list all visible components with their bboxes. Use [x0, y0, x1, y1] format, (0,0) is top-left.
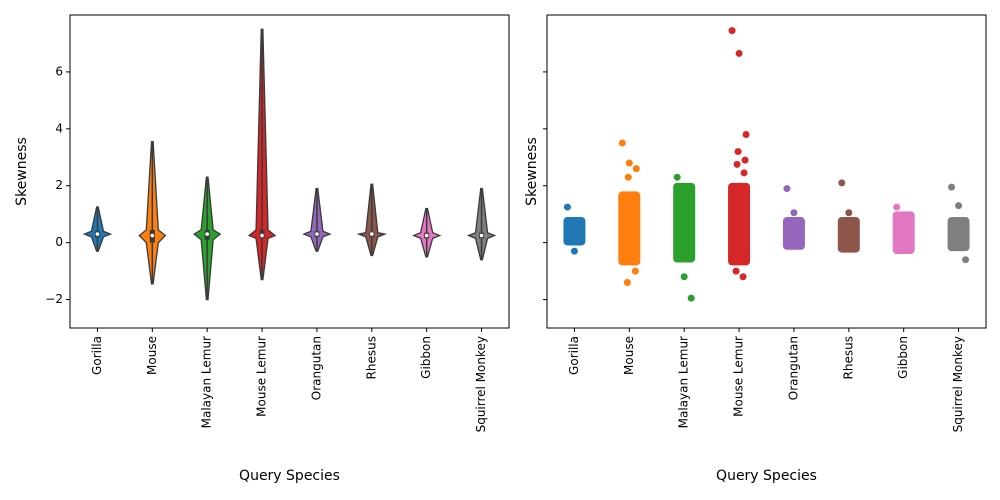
strip-band	[563, 217, 586, 246]
x-tick-label: Orangutan	[309, 336, 323, 400]
x-tick-label: Malayan Lemur	[677, 336, 691, 428]
x-tick-label: Mouse Lemur	[255, 336, 269, 417]
strip-band	[728, 182, 751, 266]
x-tick-label: Gorilla	[90, 336, 104, 375]
strip-point	[734, 148, 742, 156]
x-tick-label: Gibbon	[419, 336, 433, 379]
x-tick-label: Rhesus	[841, 336, 855, 379]
strip-point	[631, 267, 639, 275]
strip-point	[838, 179, 846, 187]
strip-point	[687, 294, 695, 302]
strip-point	[570, 247, 578, 255]
strip-point	[623, 278, 631, 286]
x-axis-label: Query Species	[239, 468, 340, 484]
median-dot	[370, 232, 374, 236]
strip-band	[618, 191, 641, 266]
median-dot	[205, 232, 209, 236]
strip-point	[632, 165, 640, 173]
strip-band	[947, 217, 970, 252]
strip-band	[673, 182, 696, 263]
strip-point	[962, 256, 970, 264]
y-axis-label: Skewness	[14, 137, 30, 206]
x-tick-label: Malayan Lemur	[200, 336, 214, 428]
strip-point	[740, 169, 748, 177]
y-tick-label: −2	[45, 292, 63, 306]
strip-point	[783, 185, 791, 193]
strip-point	[618, 139, 626, 147]
strip-band	[782, 217, 805, 250]
strip-point	[955, 202, 963, 210]
strip-point	[733, 160, 741, 168]
y-tick-label: 2	[55, 178, 63, 192]
strip-point	[673, 173, 681, 181]
axes-frame	[69, 14, 510, 329]
strip-band	[892, 211, 915, 255]
strip-band	[837, 217, 860, 253]
strip-point	[735, 49, 743, 57]
strip-point	[845, 209, 853, 217]
strip-point	[893, 203, 901, 211]
x-tick-label: Mouse	[622, 336, 636, 375]
median-dot	[95, 232, 100, 236]
x-tick-label: Orangutan	[786, 336, 800, 400]
strip-point	[742, 131, 750, 139]
strip-point	[741, 156, 749, 164]
x-tick-label: Mouse Lemur	[732, 336, 746, 417]
median-dot	[260, 233, 264, 238]
x-tick-label: Gibbon	[896, 336, 910, 379]
median-dot	[424, 233, 429, 238]
strip-point	[563, 203, 571, 211]
strip-point	[948, 183, 956, 191]
axes-frame	[546, 14, 987, 329]
x-tick-label: Rhesus	[364, 336, 378, 379]
y-axis-label: Skewness	[524, 137, 540, 206]
y-tick-label: 0	[55, 235, 63, 249]
y-tick-label: 4	[55, 121, 63, 135]
strip-point	[790, 209, 798, 217]
x-axis-label: Query Species	[716, 468, 817, 484]
x-tick-label: Squirrel Monkey	[951, 336, 965, 432]
y-tick-label: 6	[55, 64, 63, 78]
median-dot	[479, 233, 484, 238]
strip-point	[680, 273, 688, 281]
strip-point	[739, 273, 747, 281]
median-dot	[315, 232, 319, 236]
strip-point	[624, 173, 632, 181]
x-tick-label: Squirrel Monkey	[474, 336, 488, 432]
x-tick-label: Gorilla	[567, 336, 581, 375]
strip-point	[625, 159, 633, 167]
strip-point	[732, 267, 740, 275]
strip-point	[728, 27, 736, 35]
median-dot	[150, 233, 155, 238]
x-tick-label: Mouse	[145, 336, 159, 375]
